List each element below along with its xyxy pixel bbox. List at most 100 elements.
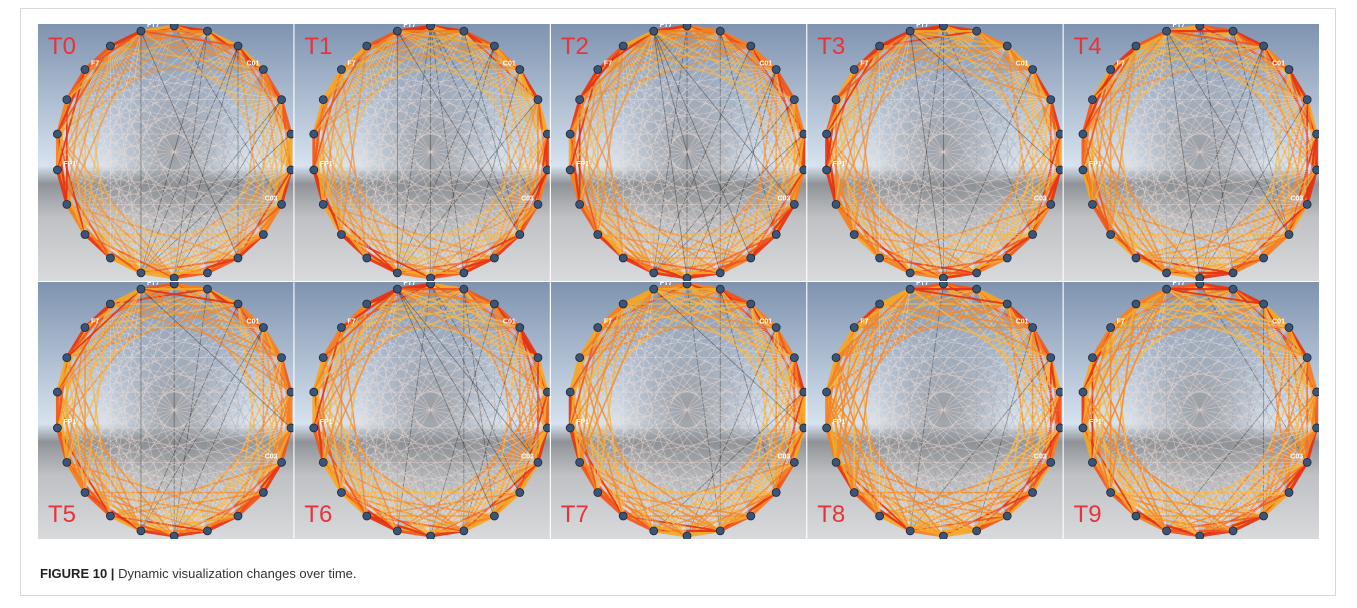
node (1079, 130, 1087, 138)
node (939, 280, 947, 288)
node (203, 27, 211, 35)
node (1047, 354, 1055, 362)
node (1229, 27, 1237, 35)
node-label: C03 (1290, 453, 1303, 460)
panel: FT7F7FP1C01C03T0 (38, 24, 295, 282)
node (427, 274, 435, 282)
node (516, 489, 524, 497)
node (790, 354, 798, 362)
node (490, 512, 498, 520)
node (800, 424, 808, 432)
node-label: C03 (265, 195, 278, 202)
node (650, 527, 658, 535)
node (427, 532, 435, 540)
node (1088, 354, 1096, 362)
node (278, 354, 286, 362)
node (259, 65, 267, 73)
node (716, 527, 724, 535)
node (203, 285, 211, 293)
node (81, 323, 89, 331)
node (1163, 27, 1171, 35)
node (576, 458, 584, 466)
node (576, 354, 584, 362)
panel-body: FT7F7FP1C01C03T4 (1064, 24, 1320, 282)
node (337, 489, 345, 497)
node (876, 300, 884, 308)
node (137, 527, 145, 535)
node (427, 280, 435, 288)
node (53, 424, 61, 432)
node (1079, 166, 1087, 174)
node (259, 323, 267, 331)
node-label: FP1 (1089, 161, 1102, 168)
node (516, 323, 524, 331)
node-label: FT7 (660, 280, 673, 287)
node (1313, 130, 1320, 138)
node (1132, 42, 1140, 50)
panel-body: FT7F7FP1C01C03T6 (294, 280, 551, 540)
node (619, 300, 627, 308)
node-label: FT7 (1173, 280, 1186, 287)
node (63, 96, 71, 104)
panel-label: T1 (304, 33, 332, 60)
node (1196, 24, 1204, 30)
node (906, 527, 914, 535)
node (566, 166, 574, 174)
node (543, 166, 551, 174)
node (906, 27, 914, 35)
node (683, 274, 691, 282)
node (337, 65, 345, 73)
node (683, 280, 691, 288)
panel-label: T6 (304, 501, 332, 528)
node (1056, 388, 1064, 396)
node (1163, 527, 1171, 535)
node (106, 300, 114, 308)
node (287, 388, 295, 396)
node (63, 354, 71, 362)
node (53, 166, 61, 174)
node (1079, 424, 1087, 432)
node (278, 200, 286, 208)
node (1047, 96, 1055, 104)
node (939, 532, 947, 540)
node-label: C01 (759, 318, 772, 325)
node (460, 27, 468, 35)
node (427, 24, 435, 30)
panel-label: T5 (48, 501, 76, 528)
node (823, 130, 831, 138)
node-label: FP1 (1089, 419, 1102, 426)
node (310, 166, 318, 174)
node (1303, 354, 1311, 362)
node (287, 130, 295, 138)
node (832, 458, 840, 466)
node (747, 42, 755, 50)
panel: FT7F7FP1C01C03T2 (551, 24, 808, 282)
node (1088, 458, 1096, 466)
node (259, 231, 267, 239)
node (337, 323, 345, 331)
node (973, 285, 981, 293)
node (939, 274, 947, 282)
panel: FT7F7FP1C01C03T6 (294, 280, 551, 540)
node (1056, 166, 1064, 174)
panel-label: T7 (561, 501, 589, 528)
node-label: FT7 (147, 24, 160, 29)
node (594, 489, 602, 497)
node (619, 254, 627, 262)
node (393, 285, 401, 293)
node (1107, 65, 1115, 73)
node (234, 300, 242, 308)
node (832, 354, 840, 362)
caption-label: FIGURE 10 | (40, 566, 114, 581)
node (310, 424, 318, 432)
node-label: FT7 (147, 280, 160, 287)
node (534, 200, 542, 208)
node (594, 65, 602, 73)
node (594, 231, 602, 239)
node (1196, 532, 1204, 540)
node (1029, 231, 1037, 239)
node-label: FP1 (833, 419, 846, 426)
node-label: C01 (1272, 318, 1285, 325)
node (1047, 458, 1055, 466)
